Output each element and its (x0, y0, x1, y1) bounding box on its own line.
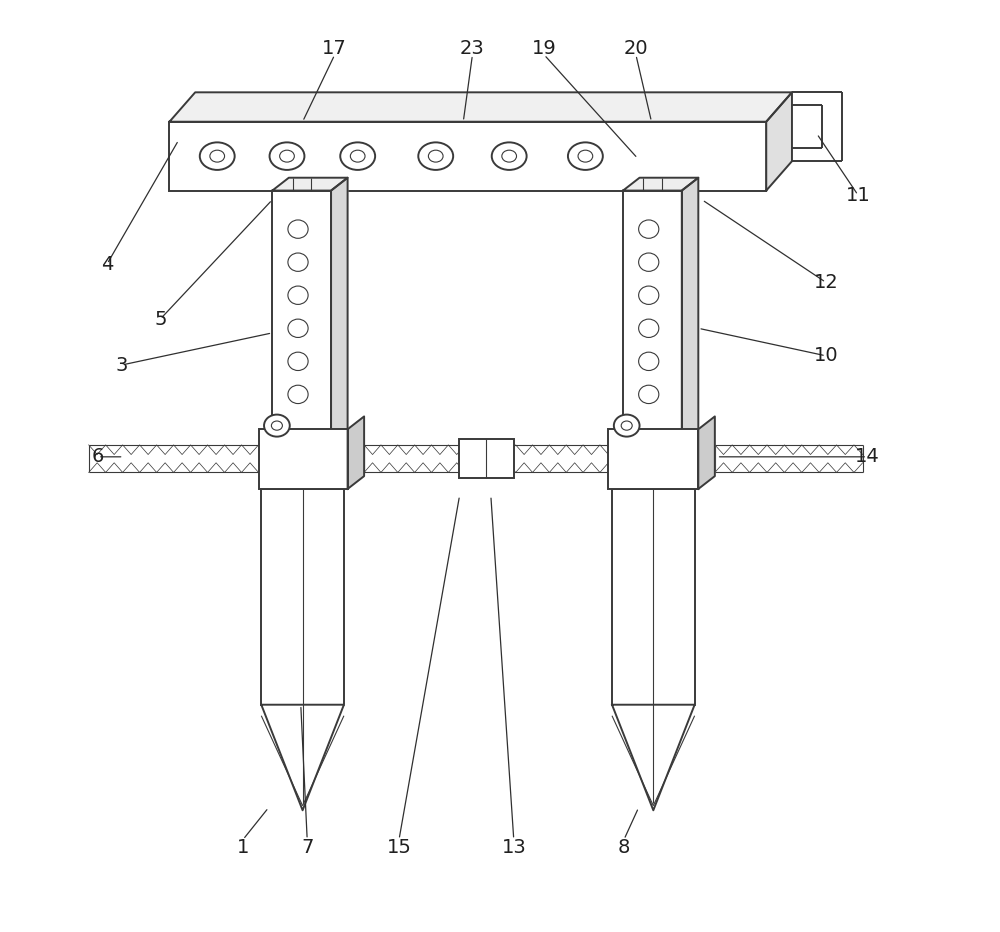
Ellipse shape (264, 415, 290, 436)
Ellipse shape (288, 220, 308, 239)
Text: 6: 6 (92, 447, 104, 466)
Ellipse shape (614, 415, 640, 436)
Ellipse shape (418, 143, 453, 170)
Ellipse shape (210, 150, 225, 162)
Polygon shape (623, 178, 698, 190)
Ellipse shape (578, 150, 593, 162)
Text: 17: 17 (322, 39, 347, 58)
Ellipse shape (270, 143, 304, 170)
Bar (623, 190, 682, 475)
Polygon shape (682, 178, 698, 475)
Ellipse shape (621, 421, 632, 431)
Polygon shape (766, 92, 792, 190)
Text: 15: 15 (387, 838, 411, 857)
Ellipse shape (288, 352, 308, 371)
Bar (259, 430, 348, 489)
Bar (261, 489, 344, 705)
Polygon shape (348, 417, 364, 489)
Ellipse shape (271, 421, 282, 431)
Text: 7: 7 (301, 838, 313, 857)
Polygon shape (331, 178, 348, 475)
Bar (459, 439, 514, 478)
Ellipse shape (288, 253, 308, 271)
Text: 5: 5 (154, 309, 167, 329)
Text: 20: 20 (624, 39, 648, 58)
Text: 14: 14 (855, 447, 880, 466)
Polygon shape (272, 178, 348, 190)
Ellipse shape (350, 150, 365, 162)
Ellipse shape (492, 143, 527, 170)
Ellipse shape (340, 143, 375, 170)
Ellipse shape (280, 150, 294, 162)
Text: 11: 11 (846, 185, 870, 205)
Ellipse shape (639, 385, 659, 404)
Ellipse shape (288, 286, 308, 305)
Ellipse shape (502, 150, 517, 162)
Text: 23: 23 (460, 39, 485, 58)
Polygon shape (169, 92, 792, 122)
Text: 8: 8 (618, 838, 630, 857)
Polygon shape (261, 705, 344, 810)
Text: 19: 19 (532, 39, 556, 58)
Ellipse shape (639, 352, 659, 371)
Ellipse shape (288, 319, 308, 337)
Text: 1: 1 (237, 838, 249, 857)
Ellipse shape (428, 150, 443, 162)
Text: 3: 3 (116, 355, 128, 375)
Bar (612, 489, 695, 705)
Ellipse shape (639, 286, 659, 305)
Text: 4: 4 (101, 254, 113, 273)
Ellipse shape (288, 385, 308, 404)
Ellipse shape (639, 220, 659, 239)
Ellipse shape (639, 253, 659, 271)
Polygon shape (612, 705, 695, 810)
Text: 10: 10 (814, 347, 838, 365)
Bar (608, 430, 698, 489)
Polygon shape (698, 417, 715, 489)
Ellipse shape (200, 143, 235, 170)
Bar (169, 122, 766, 190)
Text: 12: 12 (814, 273, 838, 292)
Text: 13: 13 (501, 838, 526, 857)
Ellipse shape (639, 319, 659, 337)
Bar (272, 190, 331, 475)
Ellipse shape (568, 143, 603, 170)
